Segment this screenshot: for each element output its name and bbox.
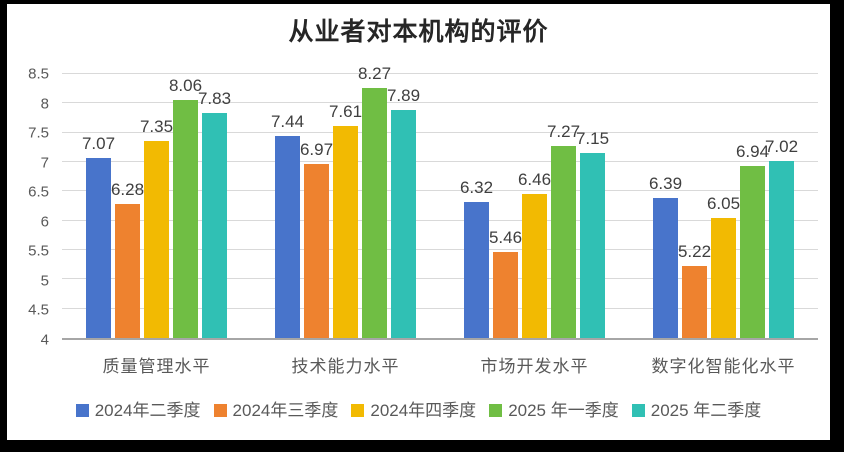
legend-swatch-icon: [351, 404, 365, 417]
bar: 6.28: [111, 181, 144, 338]
bar: 8.06: [169, 77, 202, 338]
x-axis-category-label: 质量管理水平: [102, 357, 211, 376]
legend-label: 2025 年一季度: [508, 401, 619, 420]
bar: 7.35: [140, 118, 173, 338]
legend-swatch-icon: [213, 404, 227, 417]
bar-value-label: 7.83: [197, 89, 232, 109]
bar: 7.02: [765, 138, 798, 338]
plot-area: 7.07 6.28 7.35 8.06 7.83 7.44 6.97 7.61 8.27 7.89…: [62, 65, 818, 340]
bar: 7.44: [271, 113, 304, 338]
y-tick-label-8: 8: [40, 95, 49, 113]
bar: 5.46: [489, 229, 522, 338]
y-tick-label-5: 5: [40, 272, 49, 290]
legend-label: 2025 年二季度: [650, 401, 762, 420]
legend-label: 2024年二季度: [94, 401, 201, 420]
gridline-8.5: [62, 73, 818, 74]
bar: 7.89: [387, 87, 420, 338]
gridline-7: [62, 161, 818, 162]
bar: 7.61: [329, 103, 362, 338]
legend-label: 2024年四季度: [370, 401, 477, 420]
legend: 2024年二季度 2024年三季度 2024年四季度 2025 年一季度 2025 年二…: [7, 402, 830, 419]
y-tick-label-8.5: 8.5: [28, 65, 49, 83]
bar: 7.07: [82, 135, 115, 338]
bar-value-label: 7.35: [139, 117, 174, 137]
y-tick-label-6: 6: [40, 213, 49, 231]
legend-item: 2025 年一季度: [489, 402, 619, 419]
bar: 6.39: [649, 175, 682, 338]
bar-value-label: 7.07: [81, 133, 116, 153]
bar-group-2: 7.44 6.97 7.61 8.27 7.89: [251, 65, 440, 338]
bar-group-1: 7.07 6.28 7.35 8.06 7.83: [62, 74, 251, 338]
bar-value-label: 7.44: [270, 112, 305, 132]
y-tick-label-4.5: 4.5: [28, 301, 49, 319]
y-tick-label-6.5: 6.5: [28, 183, 49, 201]
y-tick-label-5.5: 5.5: [28, 242, 49, 260]
bar: 6.94: [736, 143, 769, 338]
bar: 8.27: [358, 65, 391, 338]
bar-value-label: 6.39: [648, 173, 683, 193]
bar-value-label: 6.46: [517, 169, 552, 189]
y-tick-label-7.5: 7.5: [28, 124, 49, 142]
bar-value-label: 7.02: [764, 136, 799, 156]
bar-value-label: 6.94: [735, 141, 770, 161]
gridline-4.5: [62, 307, 818, 309]
y-tick-label-7: 7: [40, 154, 49, 172]
bar-group-3: 6.32 5.46 6.46 7.27 7.15: [440, 74, 629, 338]
legend-item: 2024年二季度: [75, 401, 201, 420]
legend-label: 2024年三季度: [232, 401, 339, 420]
gridline-7.5: [62, 131, 818, 133]
y-tick-label-4: 4: [40, 331, 49, 349]
bar: 7.27: [547, 123, 580, 338]
gridline-5: [62, 278, 818, 280]
bar: 6.32: [460, 179, 493, 338]
y-axis: 4 4.5 5 5.5 6 6.5 7 7.5 8 8.5: [7, 67, 55, 348]
bar-value-label: 7.61: [328, 102, 363, 122]
bar-value-label: 8.06: [168, 75, 203, 95]
gridline-8: [62, 102, 818, 104]
x-axis-labels: 质量管理水平 技术能力水平 市场开发水平 数字化智能化水平: [62, 352, 818, 377]
bar-value-label: 5.46: [488, 228, 523, 248]
bar: 7.15: [576, 130, 609, 338]
legend-item: 2024年四季度: [351, 402, 476, 419]
bar-value-label: 6.28: [110, 180, 145, 200]
bar: 6.46: [518, 171, 551, 338]
bar-value-label: 7.89: [386, 85, 421, 105]
legend-item: 2024年三季度: [213, 401, 339, 420]
legend-swatch-icon: [489, 404, 503, 417]
gridline-6.5: [62, 190, 818, 192]
gridline-6: [62, 219, 818, 221]
bar-value-label: 7.15: [575, 129, 610, 149]
x-axis-category-label: 市场开发水平: [480, 357, 589, 376]
legend-item: 2025 年二季度: [631, 401, 762, 420]
bar: 7.83: [198, 90, 231, 338]
x-axis-category-label: 技术能力水平: [291, 357, 400, 376]
bar: 6.05: [707, 195, 740, 338]
bar-value-label: 7.27: [546, 122, 581, 142]
gridline-5.5: [62, 249, 818, 250]
x-axis-category-label: 数字化智能化水平: [651, 357, 796, 376]
bar-value-label: 8.27: [357, 63, 392, 83]
chart-canvas: 从业者对本机构的评价 4 4.5 5 5.5 6 6.5 7 7.5 8 8.5 7.07 6.28…: [7, 4, 830, 440]
bar-value-label: 5.22: [677, 242, 712, 262]
chart-title: 从业者对本机构的评价: [288, 18, 549, 46]
legend-swatch-icon: [631, 404, 645, 417]
bar-value-label: 6.32: [459, 177, 494, 197]
bar: 5.22: [678, 243, 711, 338]
bar-group-4: 6.39 5.22 6.05 6.94 7.02: [629, 74, 818, 338]
legend-swatch-icon: [75, 404, 89, 417]
bar-value-label: 6.05: [706, 193, 741, 213]
bar: 6.97: [300, 141, 333, 338]
bar-value-label: 6.97: [299, 139, 334, 159]
